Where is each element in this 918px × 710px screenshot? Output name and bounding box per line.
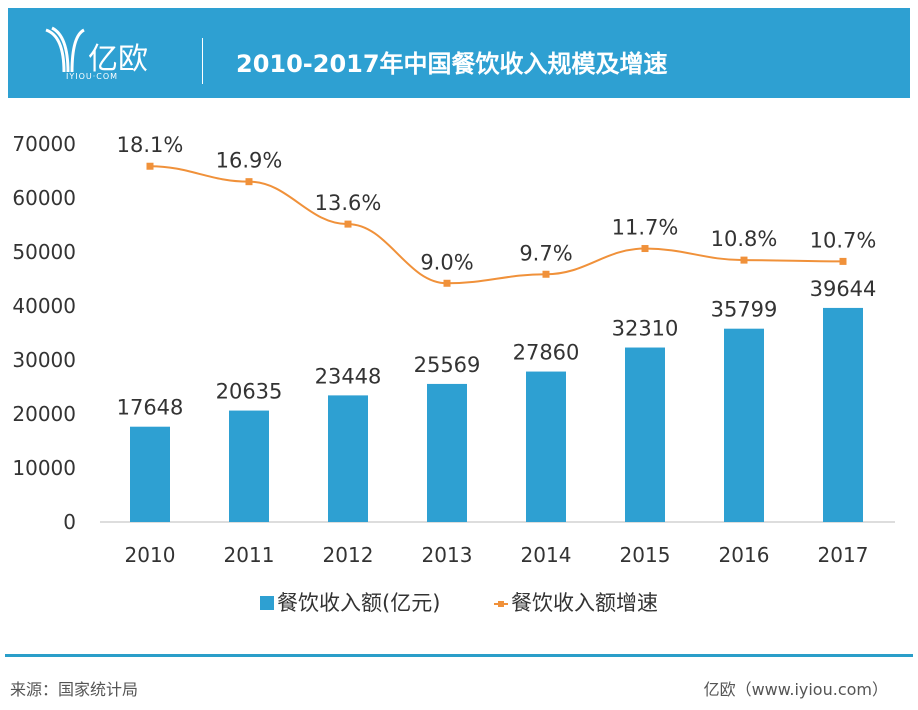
- logo-text: 亿欧: [88, 42, 148, 77]
- line-data-label: 13.6%: [315, 191, 382, 215]
- legend-bar-label: 餐饮收入额(亿元): [277, 591, 440, 615]
- growth-line: [149, 165, 844, 285]
- line-point: [443, 279, 451, 287]
- line-data-label: 18.1%: [117, 133, 184, 157]
- x-tick-label: 2010: [125, 543, 176, 567]
- bar: [130, 426, 170, 522]
- chart: 0 10000 20000 30000 40000 50000 60000 70000 2010…: [12, 132, 895, 615]
- bar: [526, 371, 566, 522]
- x-tick-label: 2014: [521, 543, 572, 567]
- y-tick-label: 30000: [12, 348, 76, 372]
- bar: [823, 307, 863, 522]
- y-tick-label: 0: [63, 510, 76, 534]
- bar-data-label: 35799: [711, 298, 778, 322]
- logo-subtext: IYIOU·COM: [66, 72, 119, 81]
- line-point: [344, 220, 352, 228]
- bar-data-label: 17648: [117, 396, 184, 420]
- line-data-label: 9.0%: [420, 250, 473, 274]
- bar-data-label: 23448: [315, 364, 382, 388]
- y-tick-label: 10000: [12, 456, 76, 480]
- header-banner: 亿欧 IYIOU·COM 2010-2017年中国餐饮收入规模及增速: [8, 8, 910, 98]
- header-divider: [202, 38, 203, 84]
- y-tick-label: 70000: [12, 132, 76, 156]
- bar-data-label: 20635: [216, 380, 283, 404]
- y-tick-label: 50000: [12, 240, 76, 264]
- line-point: [740, 256, 748, 264]
- iyiou-logo-icon: [45, 26, 85, 73]
- bar-data-label: 27860: [513, 341, 580, 365]
- bar-data-label: 32310: [612, 317, 679, 341]
- x-tick-label: 2013: [422, 543, 473, 567]
- y-tick-label: 20000: [12, 402, 76, 426]
- line-data-label: 10.8%: [711, 227, 778, 251]
- x-tick-label: 2011: [224, 543, 275, 567]
- x-tick-label: 2015: [620, 543, 671, 567]
- line-point: [245, 178, 253, 186]
- bar: [229, 410, 269, 522]
- footer-divider: [5, 654, 913, 657]
- line-point: [146, 162, 154, 170]
- bar: [724, 328, 764, 522]
- credit-text: 亿欧（www.iyiou.com）: [703, 680, 888, 699]
- legend-line-label: 餐饮收入额增速: [511, 591, 658, 615]
- x-tick-label: 2012: [323, 543, 374, 567]
- line-data-label: 11.7%: [612, 216, 679, 240]
- page-title: 2010-2017年中国餐饮收入规模及增速: [236, 50, 668, 78]
- bar: [328, 395, 368, 522]
- line-data-label: 10.7%: [810, 228, 877, 252]
- x-tick-label: 2016: [719, 543, 770, 567]
- source-text: 来源：国家统计局: [10, 680, 139, 699]
- bar: [427, 383, 467, 522]
- line-point: [542, 270, 550, 278]
- line-point: [839, 257, 847, 265]
- line-point: [641, 245, 649, 253]
- line-data-label: 9.7%: [519, 241, 572, 265]
- x-tick-label: 2017: [818, 543, 869, 567]
- y-tick-label: 60000: [12, 186, 76, 210]
- legend-bar-swatch: [260, 596, 274, 610]
- bar-data-label: 25569: [414, 353, 481, 377]
- y-tick-label: 40000: [12, 294, 76, 318]
- bar: [625, 347, 665, 522]
- bar-data-label: 39644: [810, 277, 877, 301]
- legend-line-marker: [498, 601, 504, 607]
- line-data-label: 16.9%: [216, 149, 283, 173]
